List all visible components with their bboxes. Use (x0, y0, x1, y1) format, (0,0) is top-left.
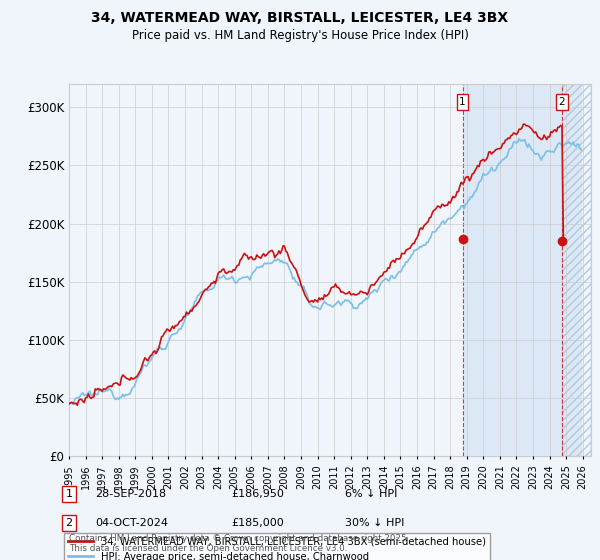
Text: 2: 2 (65, 518, 73, 528)
Text: Contains HM Land Registry data © Crown copyright and database right 2025.
This d: Contains HM Land Registry data © Crown c… (69, 534, 409, 553)
Text: 30% ↓ HPI: 30% ↓ HPI (345, 518, 404, 528)
Text: 28-SEP-2018: 28-SEP-2018 (95, 489, 166, 499)
Text: 6% ↓ HPI: 6% ↓ HPI (345, 489, 397, 499)
Text: 2: 2 (559, 97, 565, 107)
Legend: 34, WATERMEAD WAY, BIRSTALL, LEICESTER, LE4 3BX (semi-detached house), HPI: Aver: 34, WATERMEAD WAY, BIRSTALL, LEICESTER, … (64, 533, 490, 560)
Text: 04-OCT-2024: 04-OCT-2024 (95, 518, 168, 528)
Text: £186,950: £186,950 (231, 489, 284, 499)
Text: Price paid vs. HM Land Registry's House Price Index (HPI): Price paid vs. HM Land Registry's House … (131, 29, 469, 42)
Text: 1: 1 (65, 489, 73, 499)
Text: 34, WATERMEAD WAY, BIRSTALL, LEICESTER, LE4 3BX: 34, WATERMEAD WAY, BIRSTALL, LEICESTER, … (91, 11, 509, 25)
Text: 1: 1 (459, 97, 466, 107)
Text: £185,000: £185,000 (231, 518, 284, 528)
